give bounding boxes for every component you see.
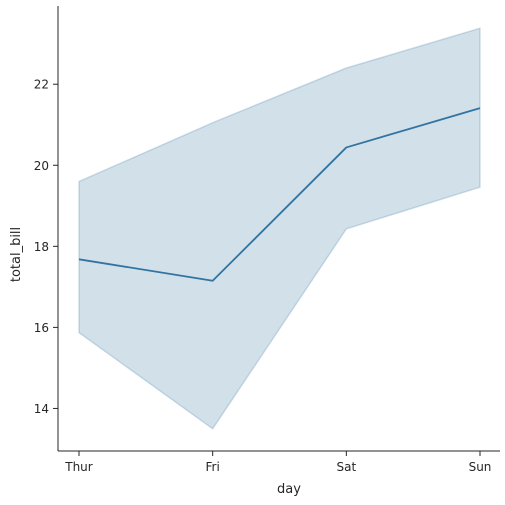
confidence-band — [78, 27, 481, 430]
y-tick-label: 20 — [34, 159, 49, 173]
x-tick-label: Thur — [64, 460, 93, 474]
data-point — [77, 257, 81, 261]
data-point — [344, 145, 348, 149]
y-axis-label: total_bill — [9, 227, 24, 282]
x-tick-label: Fri — [206, 460, 220, 474]
x-axis-label: day — [277, 482, 301, 497]
data-point — [478, 106, 482, 110]
axes — [57, 6, 500, 452]
y-tick-label: 22 — [34, 78, 49, 92]
y-tick-label: 14 — [34, 402, 49, 416]
x-tick-label: Sat — [336, 460, 356, 474]
x-tick-label: Sun — [469, 460, 492, 474]
data-point — [211, 279, 215, 283]
y-tick-label: 18 — [34, 240, 49, 254]
ticks: 14 16 18 20 22 Thur Fri Sat Sun — [34, 78, 492, 474]
y-tick-label: 16 — [34, 321, 49, 335]
plot-area — [77, 27, 482, 430]
series-line — [78, 107, 481, 282]
